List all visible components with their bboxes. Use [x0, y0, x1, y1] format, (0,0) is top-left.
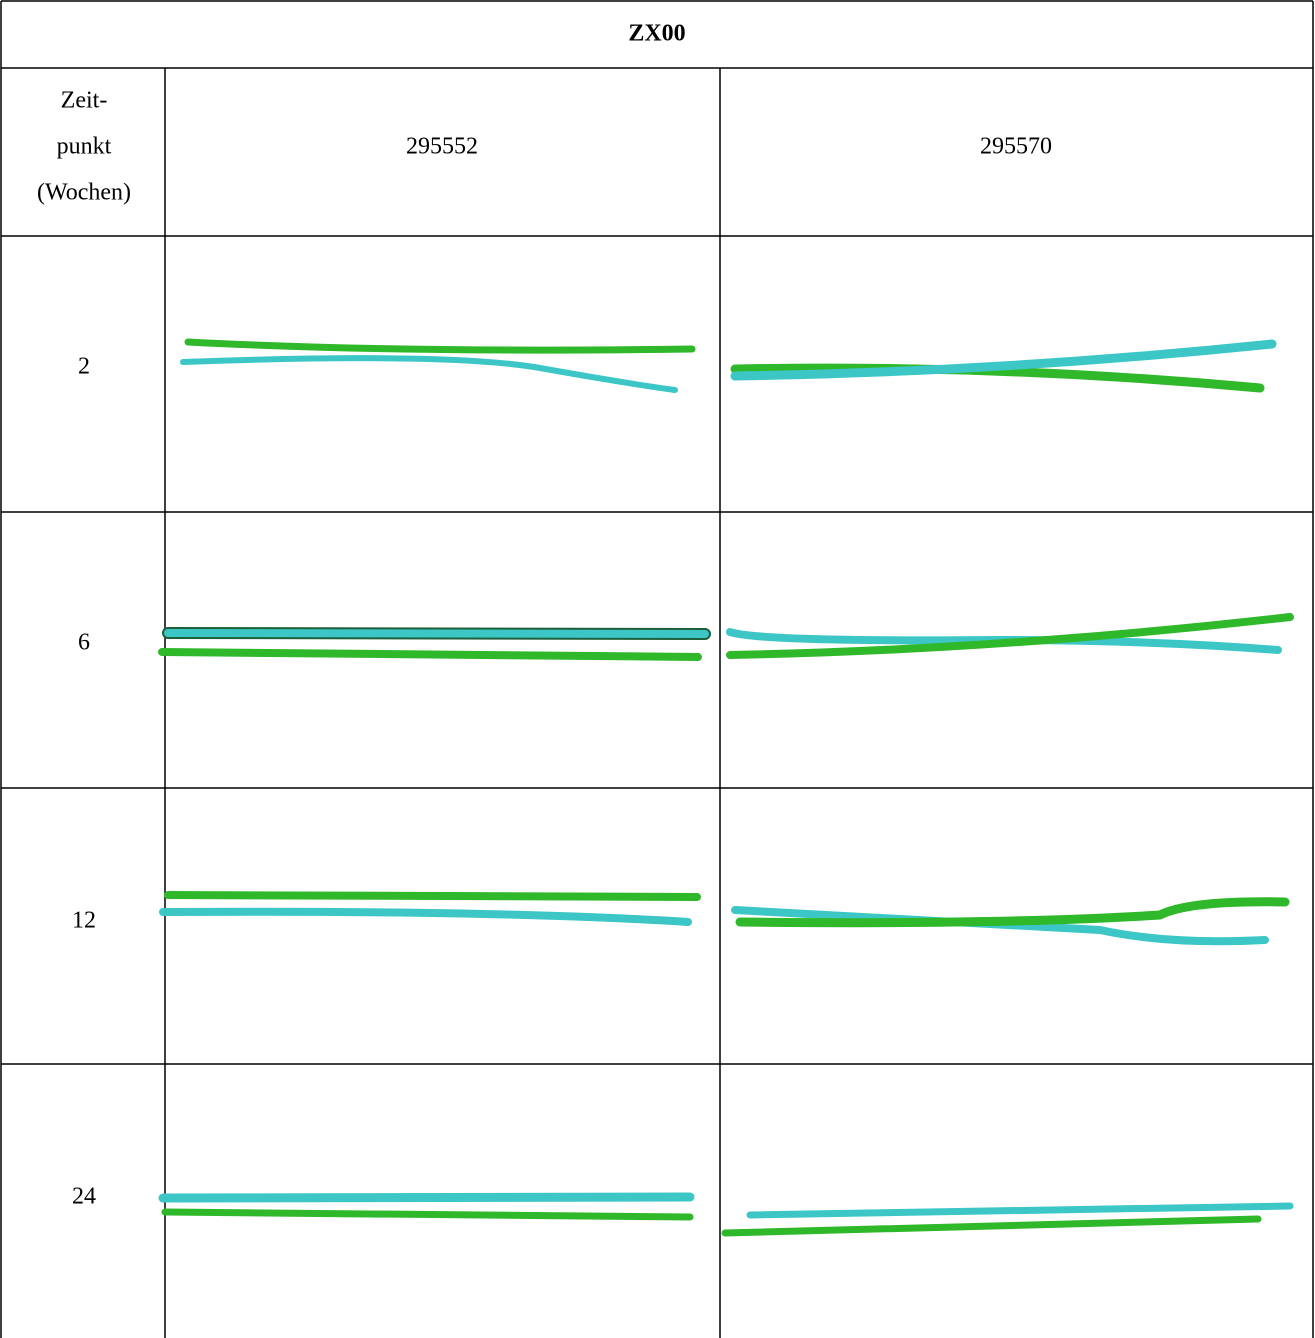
strand — [163, 1197, 690, 1198]
row-label: 6 — [78, 630, 90, 656]
strand — [725, 1219, 1258, 1233]
strand — [163, 912, 688, 922]
strand — [188, 342, 692, 350]
row-label: 2 — [78, 354, 90, 380]
table: ZX00 Zeit- punkt (Wochen) 295552 295570 … — [0, 0, 1315, 1338]
header-label: punkt — [57, 134, 112, 160]
column-header: 295552 — [406, 134, 478, 160]
table-grid — [1, 1, 1313, 1338]
row-label: 12 — [72, 908, 96, 934]
header-label: (Wochen) — [37, 180, 131, 206]
table-title: ZX00 — [628, 21, 685, 47]
row-label: 24 — [72, 1184, 96, 1210]
strand — [183, 358, 675, 390]
strand — [162, 652, 698, 657]
page: ZX00 Zeit- punkt (Wochen) 295552 295570 … — [0, 0, 1315, 1338]
column-header: 295570 — [980, 134, 1052, 160]
strand — [165, 1212, 690, 1217]
strand — [168, 895, 697, 897]
strand — [168, 633, 705, 634]
header-label: Zeit- — [61, 88, 108, 114]
strand — [750, 1206, 1290, 1215]
